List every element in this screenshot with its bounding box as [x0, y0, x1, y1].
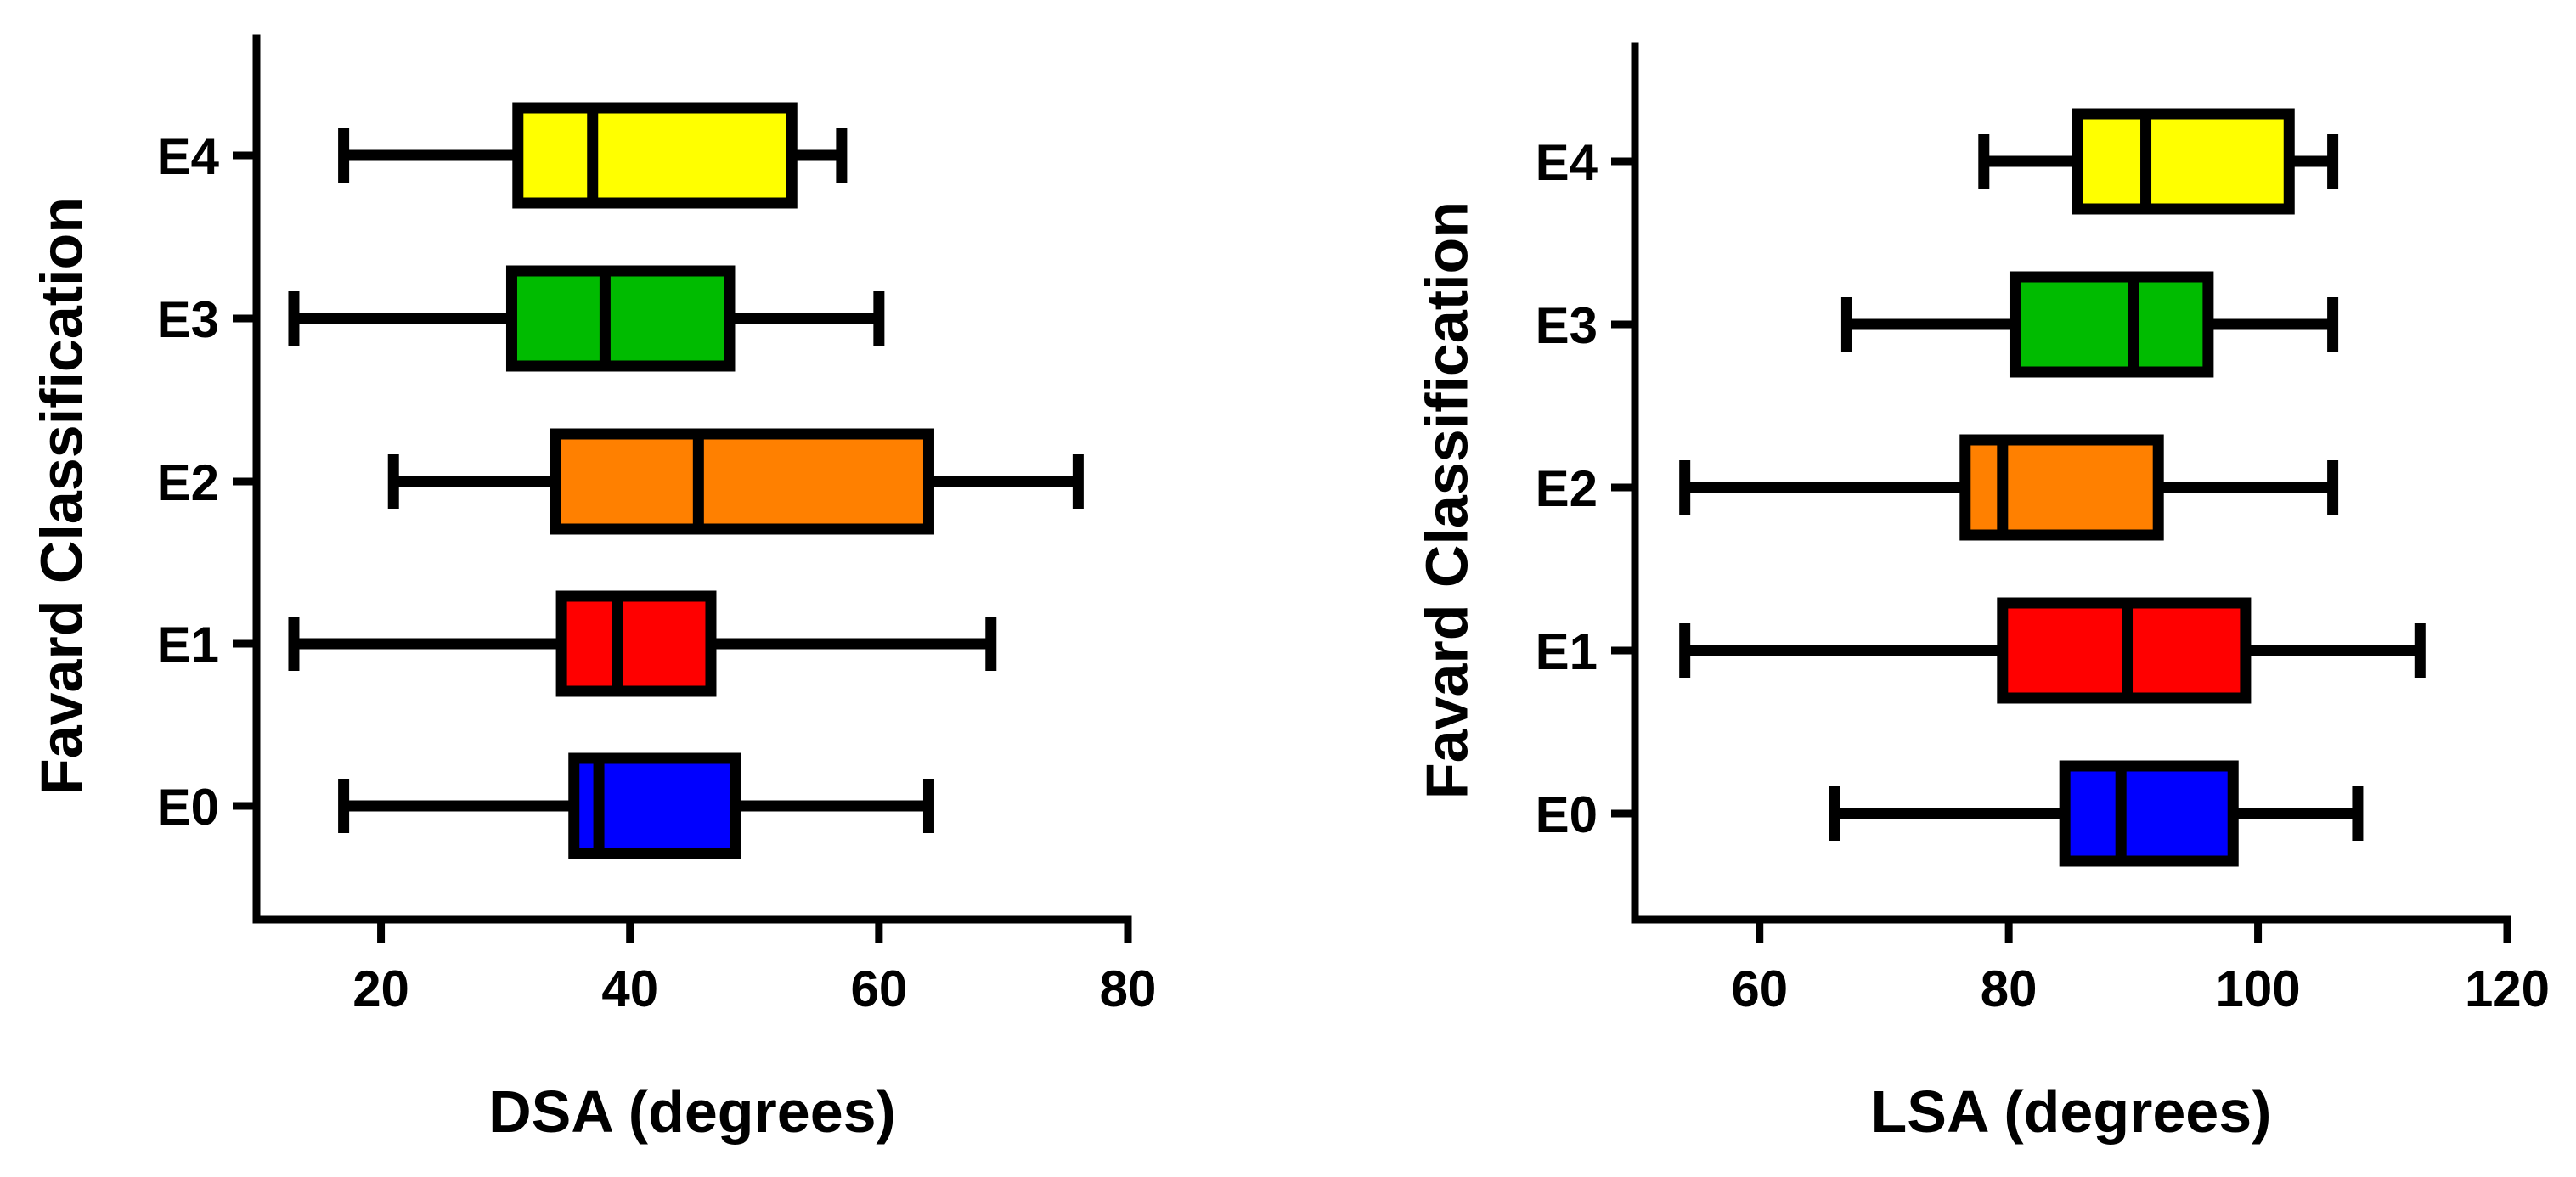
dsa-e1-box — [555, 590, 717, 697]
dsa-category-label: E4 — [157, 128, 220, 185]
dsa-boxplot-panel: 20 40 60 80 DSA (degrees) Favard Classificati… — [29, 34, 1157, 1145]
lsa-e2-box — [1959, 434, 2164, 541]
lsa-category-label: E0 — [1536, 786, 1598, 843]
dsa-x-tick-label: 60 — [850, 960, 907, 1017]
dsa-x-axis-title: DSA (degrees) — [488, 1078, 896, 1145]
dsa-e4-box — [512, 102, 798, 209]
lsa-category-label: E2 — [1536, 460, 1598, 517]
dsa-y-axis-title: Favard Classification — [29, 197, 95, 795]
dsa-e3-box — [505, 265, 736, 372]
lsa-e3-box — [2009, 271, 2214, 378]
dsa-category-label: E3 — [157, 291, 219, 348]
dsa-x-tick-label: 20 — [352, 960, 409, 1017]
lsa-category-label: E3 — [1536, 297, 1598, 354]
lsa-boxplot-panel: 60 80 100 120 LSA (degrees) Favard Classifica… — [1414, 42, 2550, 1145]
lsa-x-tick-label: 60 — [1731, 960, 1788, 1017]
lsa-x-tick-label: 80 — [1981, 960, 2038, 1017]
lsa-x-axis-title: LSA (degrees) — [1871, 1078, 2272, 1145]
dsa-e2-box — [550, 428, 934, 535]
dsa-category-label: E0 — [157, 779, 219, 836]
lsa-y-axis-title: Favard Classification — [1414, 201, 1480, 799]
dsa-x-tick-label: 40 — [601, 960, 658, 1017]
lsa-x-tick-label: 120 — [2465, 960, 2550, 1017]
lsa-x-tick-label: 100 — [2216, 960, 2301, 1017]
dsa-category-label: E1 — [157, 617, 219, 673]
lsa-e4-box — [2072, 108, 2295, 215]
lsa-e0-box — [2059, 760, 2239, 867]
dsa-x-tick-label: 80 — [1100, 960, 1157, 1017]
dsa-category-label: E2 — [157, 454, 219, 511]
lsa-category-label: E4 — [1536, 134, 1598, 191]
lsa-category-label: E1 — [1536, 623, 1598, 680]
